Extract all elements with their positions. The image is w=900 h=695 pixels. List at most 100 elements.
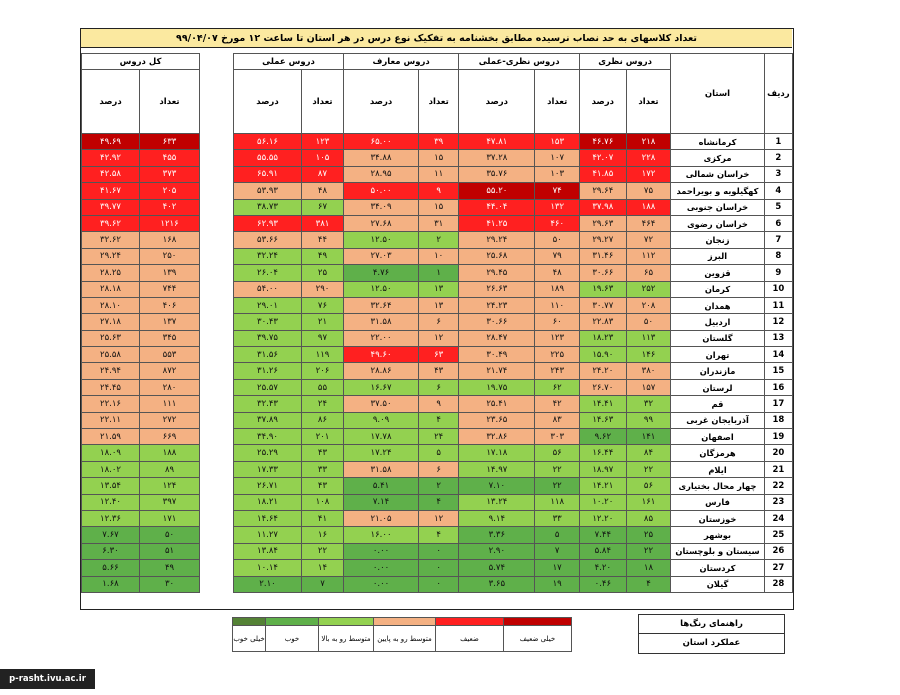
table-row: ۷ ۲.۱۰ (233, 575, 344, 593)
cell-percent: ۲۵.۵۷ (233, 378, 302, 397)
cell-count: ۱۴۱ (625, 428, 672, 446)
cell-percent: ۳۲.۶۴ (342, 296, 420, 315)
row-number: 20 (763, 444, 794, 462)
row-number: 23 (763, 493, 794, 511)
table-row: 25 بوشهر ۲۵ ۷.۴۴ ۵ ۳.۳۶ ۴ ۱۶.۰۰ (342, 526, 794, 544)
table-row: 7 زنجان ۷۲ ۲۹.۲۷ ۵۰ ۲۹.۲۴ ۲ ۱۲.۵۰ (342, 231, 794, 249)
table-row: ۳۹۷ ۱۲.۴۰ (80, 493, 201, 511)
cell-percent: ۵.۶۶ (80, 559, 141, 577)
cell-percent: ۰.۰۰ (342, 575, 420, 593)
table-row: ۳۷۳ ۴۲.۵۸ (80, 165, 201, 184)
cell-percent: ۲۲.۰۰ (342, 329, 420, 348)
table-row: ۷۶ ۲۹.۰۱ (233, 296, 344, 315)
row-number: 24 (763, 509, 794, 528)
cell-count: ۸۵ (625, 509, 672, 528)
cell-percent: ۲۸.۸۶ (342, 362, 420, 380)
cell-percent: ۲۱.۰۵ (342, 509, 420, 528)
cell-percent: ۲.۹۰ (458, 542, 536, 561)
cell-percent: ۵.۸۴ (578, 542, 627, 561)
cell-percent: ۴۲.۰۷ (578, 149, 627, 167)
table-row: ۲۱ ۳۰.۴۳ (233, 313, 344, 331)
cell-count: ۸۹ (139, 460, 201, 479)
table-row: 8 البرز ۱۱۲ ۳۱.۴۶ ۷۹ ۲۵.۶۸ ۱۰ ۲۷.۰۳ (342, 247, 794, 266)
cell-count: ۲۲ (534, 460, 580, 479)
cell-percent: ۲۵.۶۳ (80, 329, 141, 348)
courses-table: ردیف استان دروس نظری دروس نظری-عملی دروس… (342, 53, 794, 593)
cell-percent: ۳۰.۷۷ (578, 296, 627, 315)
header-count: تعداد (625, 69, 672, 134)
cell-percent: ۰.۴۶ (578, 575, 627, 593)
cell-count: ۴۶۴ (625, 214, 672, 233)
cell-percent: ۴۶.۷۶ (578, 132, 627, 151)
table-row: ۲۵ ۲۶.۰۴ (233, 264, 344, 282)
province-name: خراسان رضوی (670, 214, 765, 233)
cell-count: ۷۴۴ (139, 280, 201, 298)
table-row: ۳۸۱ ۶۲.۹۳ (233, 214, 344, 233)
cell-percent: ۱.۶۸ (80, 575, 141, 593)
table-row: ۶۳۳ ۴۹.۶۹ (80, 132, 201, 151)
cell-percent: ۵۵.۵۵ (233, 149, 302, 167)
province-name: قم (670, 395, 765, 413)
table-row: ۲۲ ۱۳.۸۴ (233, 542, 344, 561)
cell-percent: ۳۲.۶۲ (80, 231, 141, 249)
cell-percent: ۲۸.۹۵ (342, 165, 420, 184)
table-row: ۱۶۸ ۳۲.۶۲ (80, 231, 201, 249)
cell-count: ۱۱۰ (534, 296, 580, 315)
cell-percent: ۱۸.۲۱ (233, 493, 302, 511)
cell-count: ۴۳ (418, 362, 460, 380)
report-title: تعداد کلاسهای به حد نصاب نرسیده مطابق بخ… (81, 29, 792, 48)
table-row: 2 مرکزی ۲۲۸ ۴۲.۰۷ ۱۰۷ ۳۷.۲۸ ۱۵ ۳۴.۸۸ (342, 149, 794, 167)
cell-count: ۱۸ (625, 559, 672, 577)
cell-count: ۱۲۳ (301, 132, 344, 151)
practical-courses-table: دروس عملی تعداد درصد ۱۲۳ ۵۶.۱۶ ۱۰۵ ۵۵.۵۵ ۸۷ ۶… (233, 53, 344, 593)
cell-count: ۱۶۸ (139, 231, 201, 249)
cell-count: ۴۰۶ (139, 296, 201, 315)
cell-count: ۱۷۱ (139, 509, 201, 528)
cell-count: ۵۵ (301, 378, 344, 397)
cell-count: ۴۹ (301, 247, 344, 266)
table-row: ۱۲۱۶ ۳۹.۶۲ (80, 214, 201, 233)
cell-percent: ۲۹.۰۱ (233, 296, 302, 315)
cell-percent: ۶۵.۰۰ (342, 132, 420, 151)
cell-count: ۵۰ (139, 526, 201, 544)
cell-percent: ۲۵.۵۸ (80, 346, 141, 364)
cell-count: ۳۹۷ (139, 493, 201, 511)
cell-percent: ۳۱.۵۸ (342, 460, 420, 479)
cell-count: ۱۳۷ (139, 313, 201, 331)
row-number: 16 (763, 378, 794, 397)
cell-count: ۱۵ (418, 198, 460, 216)
cell-count: ۷۲ (625, 231, 672, 249)
cell-percent: ۱۴.۲۱ (578, 477, 627, 495)
cell-percent: ۳۲.۲۴ (233, 247, 302, 266)
cell-percent: ۰.۰۰ (342, 542, 420, 561)
table-row: ۳۰ ۱.۶۸ (80, 575, 201, 593)
footer-url[interactable]: p-rasht.ivu.ac.ir (0, 669, 95, 689)
cell-percent: ۱۰.۱۴ (233, 559, 302, 577)
cell-count: ۶۳ (418, 346, 460, 364)
province-name: زنجان (670, 231, 765, 249)
cell-percent: ۷.۶۷ (80, 526, 141, 544)
table-row: 23 فارس ۱۶۱ ۱۰.۲۰ ۱۱۸ ۱۳.۲۴ ۴ ۷.۱۴ (342, 493, 794, 511)
cell-count: ۸۷۲ (139, 362, 201, 380)
cell-percent: ۲۴.۲۳ (458, 296, 536, 315)
row-number: 28 (763, 575, 794, 593)
cell-count: ۱۰ (418, 247, 460, 266)
cell-count: ۴۳ (301, 444, 344, 462)
legend-label: متوسط رو به پایین (373, 625, 436, 652)
cell-count: ۲۱۸ (625, 132, 672, 151)
cell-percent: ۱۱.۲۷ (233, 526, 302, 544)
table-row: 15 مازندران ۳۸۰ ۲۴.۲۰ ۲۴۳ ۲۱.۷۴ ۴۳ ۲۸.۸۶ (342, 362, 794, 380)
cell-percent: ۹.۱۴ (458, 509, 536, 528)
province-name: فارس (670, 493, 765, 511)
row-number: 9 (763, 264, 794, 282)
cell-percent: ۳۰.۶۶ (458, 313, 536, 331)
table-row: ۲۹۰ ۵۴.۰۰ (233, 280, 344, 298)
cell-count: ۱۷۲ (625, 165, 672, 184)
cell-percent: ۵.۴۱ (342, 477, 420, 495)
legend-box: راهنمای رنگ‌ها عملکرد استان (638, 614, 785, 654)
cell-count: ۳۰۳ (534, 428, 580, 446)
cell-count: ۱۸۸ (625, 198, 672, 216)
cell-count: ۲۵ (625, 526, 672, 544)
cell-percent: ۱۷.۳۳ (233, 460, 302, 479)
cell-count: ۲۲ (625, 542, 672, 561)
